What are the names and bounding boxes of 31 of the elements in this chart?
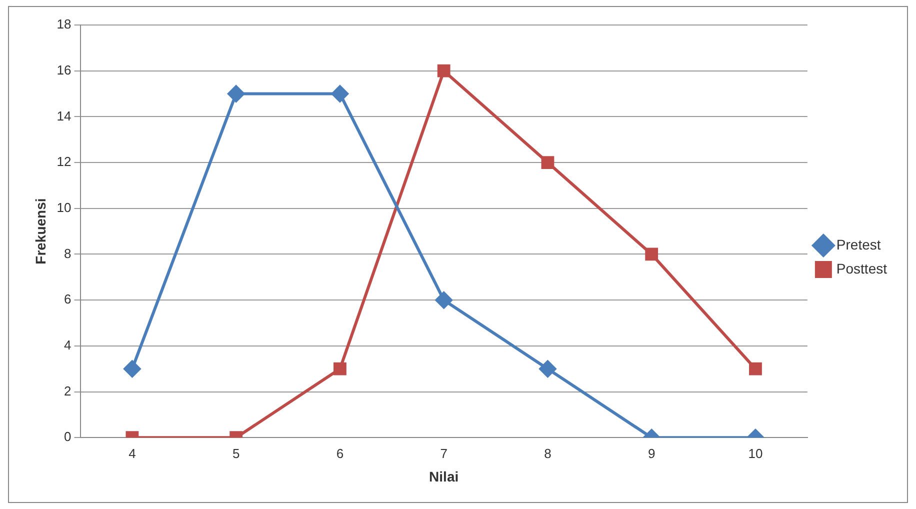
y-tick-label: 4 <box>64 337 72 352</box>
x-tick-label: 7 <box>440 446 448 461</box>
y-tick-label: 6 <box>64 292 72 307</box>
point <box>228 85 245 102</box>
y-tick-label: 14 <box>56 108 72 124</box>
point <box>331 85 348 102</box>
point <box>749 362 762 376</box>
y-tick-label: 16 <box>56 62 72 78</box>
y-tick-label: 10 <box>56 200 72 215</box>
point <box>124 360 141 378</box>
point <box>435 292 452 309</box>
y-tick-label: 18 <box>56 16 72 32</box>
legend-label: Posttest <box>836 260 888 276</box>
x-axis-title: Nilai <box>429 468 459 484</box>
y-tick-label: 8 <box>64 246 72 261</box>
y-axis-title: Frekuensi <box>32 198 48 264</box>
y-tick-label: 12 <box>56 154 72 170</box>
point <box>437 64 450 78</box>
point <box>334 362 346 376</box>
x-tick-label: 5 <box>232 446 240 461</box>
y-tick-label: 0 <box>64 429 72 444</box>
point <box>539 360 556 378</box>
point <box>541 156 554 169</box>
x-tick-label: 9 <box>648 446 656 461</box>
x-tick-label: 6 <box>336 446 344 461</box>
y-tick-label: 2 <box>64 383 72 398</box>
legend-label: Pretest <box>836 236 881 252</box>
x-tick-label: 10 <box>748 446 763 461</box>
x-tick-label: 4 <box>128 446 136 461</box>
x-tick-label: 8 <box>544 446 552 461</box>
point <box>645 248 658 261</box>
